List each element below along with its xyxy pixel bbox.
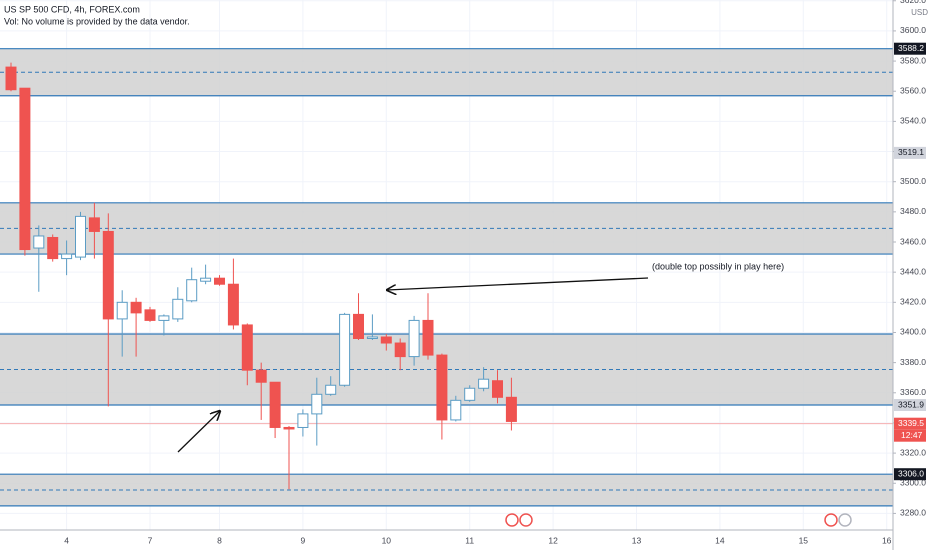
price-label-box: [894, 468, 926, 481]
candle-body: [227, 283, 239, 326]
candle-body: [172, 298, 184, 320]
countdown-box: [894, 429, 926, 442]
y-tick-label: 3300.0: [900, 478, 926, 488]
candle-body: [116, 301, 128, 320]
candle-body: [255, 369, 267, 383]
candle-body: [436, 354, 448, 421]
arrow: [177, 411, 220, 453]
y-tick-label: 3380.0: [900, 357, 926, 367]
event-icon[interactable]: [824, 513, 838, 527]
x-tick-label: 14: [715, 535, 725, 545]
candle-body: [353, 313, 364, 340]
candle-body: [144, 309, 156, 321]
countdown: 12:47: [901, 430, 923, 440]
candle-body: [311, 393, 323, 415]
x-tick-label: 4: [64, 535, 69, 545]
price-label-box: [894, 146, 926, 159]
candle-body: [158, 315, 170, 321]
candle-body: [339, 313, 351, 386]
candle-body: [5, 66, 17, 91]
x-tick-label: 8: [217, 535, 222, 545]
price-label-box: [894, 399, 926, 412]
candle-body: [366, 336, 378, 340]
price-label: 3588.2: [898, 43, 924, 53]
candle-body: [325, 384, 337, 395]
chart-title: US SP 500 CFD, 4h, FOREX.com: [4, 4, 140, 14]
x-tick-label: 7: [148, 535, 153, 545]
candle-body: [88, 217, 100, 232]
x-tick-label: 12: [548, 535, 558, 545]
candle-body: [450, 399, 462, 421]
event-icon[interactable]: [838, 513, 852, 527]
candle-body: [241, 324, 253, 371]
event-icons: [505, 513, 852, 527]
currency: USD: [911, 8, 928, 17]
y-tick-label: 3580.0: [900, 55, 926, 65]
y-tick-label: 3400.0: [900, 327, 926, 337]
candle-body: [394, 342, 406, 358]
candle-body: [33, 235, 45, 249]
y-tick-label: 3360.0: [900, 387, 926, 397]
axis: 3280.03300.03320.03340.03360.03380.03400…: [64, 0, 926, 545]
price-label: 3519.1: [898, 147, 924, 157]
y-tick-label: 3540.0: [900, 116, 926, 126]
candle-body: [422, 319, 434, 356]
candle-body: [408, 319, 420, 358]
chart-subtitle: Vol: No volume is provided by the data v…: [4, 16, 190, 26]
candle-body: [19, 87, 31, 251]
candle-body: [200, 277, 212, 282]
y-tick-label: 3560.0: [900, 85, 926, 95]
candle-body: [492, 380, 503, 398]
candles: [5, 62, 517, 490]
price-label-box: [894, 42, 926, 55]
candle-body: [47, 236, 59, 260]
price-label: 3306.0: [898, 468, 924, 478]
y-tick-label: 3500.0: [900, 176, 926, 186]
candle-body: [283, 426, 295, 430]
price-label: 3351.9: [898, 399, 924, 409]
y-tick-label: 3280.0: [900, 508, 926, 518]
annotation: (double top possibly in play here): [652, 261, 784, 271]
candle-body: [297, 413, 309, 428]
y-tick-label: 3480.0: [900, 206, 926, 216]
x-tick-label: 15: [799, 535, 809, 545]
candle-body: [61, 253, 73, 260]
x-tick-label: 9: [301, 535, 306, 545]
candle-body: [75, 215, 86, 258]
candle-body: [130, 301, 142, 314]
x-tick-label: 11: [465, 535, 474, 545]
annotation-arrow: [387, 277, 649, 290]
price-label-box: [894, 417, 926, 430]
candle-body: [214, 277, 225, 285]
y-tick-label: 3460.0: [900, 236, 926, 246]
candle-body: [380, 336, 392, 344]
candle-body: [478, 378, 490, 389]
y-tick-label: 3620.0: [900, 0, 926, 5]
candle-body: [464, 387, 476, 401]
candle-body: [102, 230, 114, 320]
y-tick-label: 3600.0: [900, 25, 926, 35]
x-tick-label: 10: [382, 535, 392, 545]
y-tick-label: 3440.0: [900, 266, 926, 276]
candle-body: [505, 396, 517, 422]
event-icon[interactable]: [505, 513, 519, 527]
price-label: 3339.5: [898, 418, 924, 428]
x-tick-label: 13: [632, 535, 642, 545]
candle-body: [186, 279, 198, 302]
candle-body: [269, 381, 281, 428]
y-tick-label: 3420.0: [900, 297, 926, 307]
x-tick-label: 16: [882, 535, 892, 545]
y-tick-label: 3320.0: [900, 447, 926, 457]
event-icon[interactable]: [519, 513, 533, 527]
